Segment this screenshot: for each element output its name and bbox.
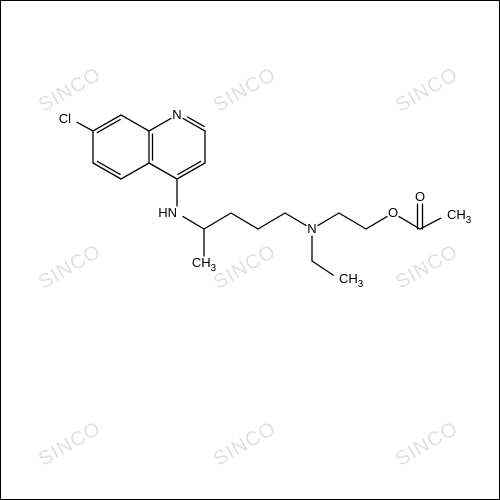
atom-label-O1: O	[388, 205, 398, 220]
atom-label-CH3c: CH3	[447, 207, 471, 226]
molecule-svg: Cl N HN CH3 N CH3 O O CH3	[1, 1, 500, 500]
atom-label-CH3a: CH3	[192, 255, 216, 274]
atom-label-Odbl: O	[415, 189, 425, 204]
structure-canvas: ClNHNCH3NCH3OOCH3 SINCOSINCOSINCOSINCOSI…	[0, 0, 500, 500]
atom-label-CH3b: CH3	[339, 271, 363, 290]
atom-label-NH: HN	[158, 205, 177, 220]
atom-label-Cl: Cl	[59, 111, 71, 126]
atom-label-N1: N	[172, 107, 181, 122]
atom-label-N2: N	[307, 221, 316, 236]
